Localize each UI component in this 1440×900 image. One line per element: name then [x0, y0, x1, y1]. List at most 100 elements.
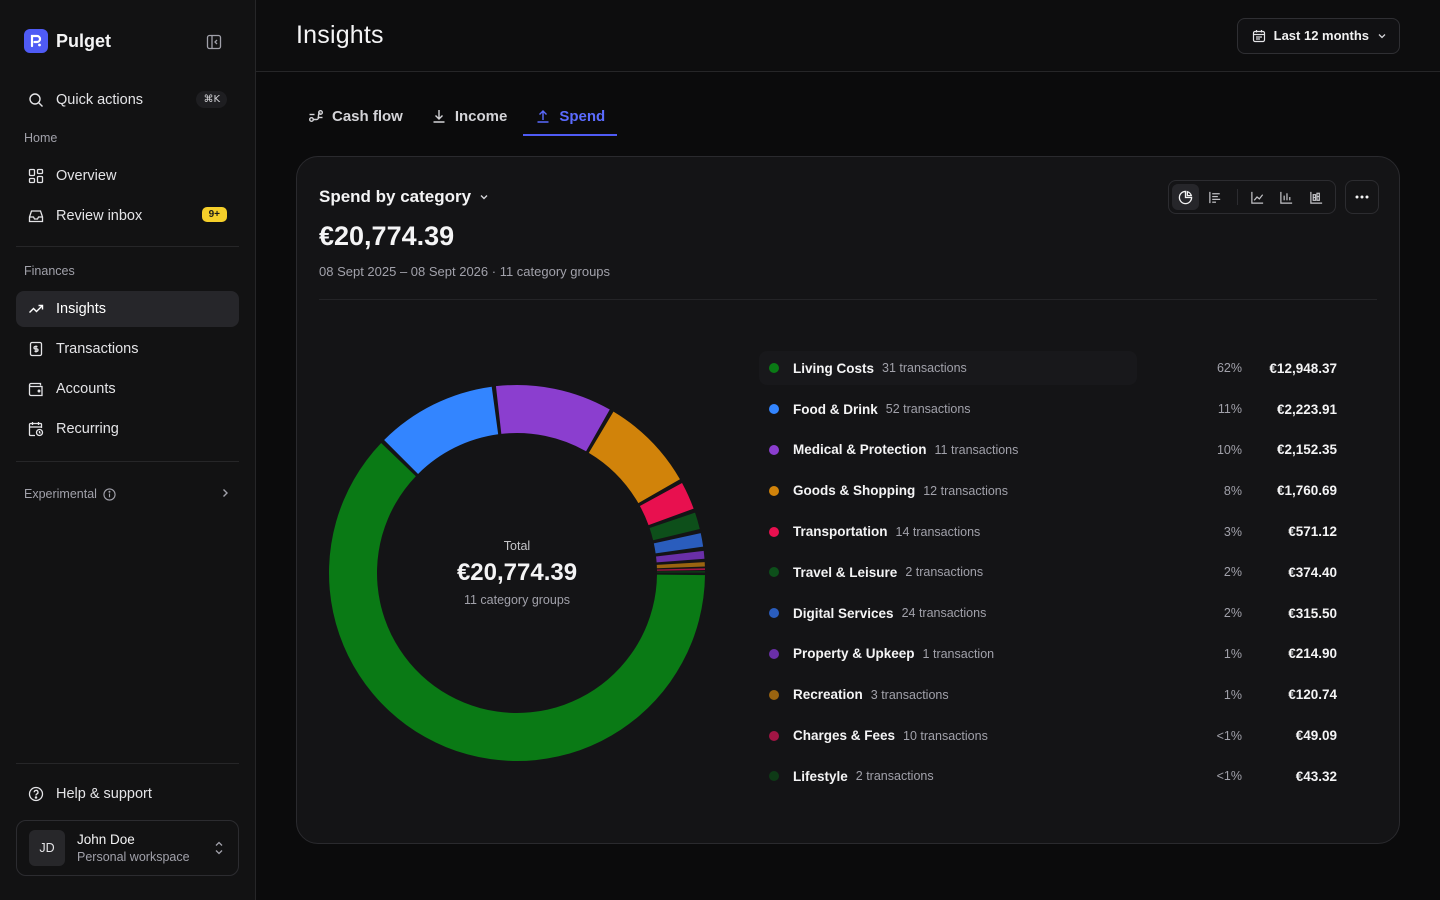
bar-list-button[interactable] [1201, 184, 1228, 210]
legend-category-name: Charges & Fees [793, 728, 896, 744]
legend-percentage: <1% [1216, 728, 1242, 743]
legend-color-dot [769, 730, 779, 741]
donut-total-sub: 11 category groups [463, 593, 571, 607]
divider [16, 246, 239, 247]
donut-center: Total €20,774.39 11 category groups [327, 383, 707, 763]
trending-up-icon [28, 301, 44, 317]
workspace-switcher[interactable]: JD John Doe Personal workspace [16, 820, 239, 876]
sidebar-item-recurring[interactable]: Recurring [16, 411, 239, 447]
section-label-finances: Finances [24, 264, 75, 278]
legend-amount: €214.90 [1288, 646, 1337, 662]
sidebar-item-label: Review inbox [56, 208, 143, 224]
sidebar-footer: Help & support JD John Doe Personal work… [16, 763, 239, 876]
legend-color-dot [769, 689, 779, 700]
experimental-toggle[interactable]: Experimental [16, 480, 239, 508]
quick-actions-button[interactable]: Quick actions ⌘K [16, 82, 239, 118]
legend-row[interactable]: Property & Upkeep 1 transaction 1% €214.90 [759, 634, 1379, 675]
sidebar-item-label: Accounts [56, 381, 116, 397]
donut-slice-travel-leisure[interactable] [649, 512, 700, 541]
donut-chart-button[interactable] [1172, 184, 1200, 210]
calendar-icon [1252, 29, 1266, 43]
brand[interactable]: Pulget [16, 0, 239, 82]
legend-amount: €120.74 [1288, 687, 1337, 703]
receipt-icon [28, 341, 44, 357]
legend-row[interactable]: Medical & Protection 11 transactions 10% €2… [759, 430, 1379, 471]
donut-slice-lifestyle[interactable] [656, 570, 705, 573]
legend-color-dot [769, 363, 779, 374]
legend-category-name: Lifestyle [793, 768, 848, 784]
pie-chart-icon [1178, 190, 1193, 205]
legend-color-dot [769, 771, 779, 782]
wallet-icon [28, 381, 44, 397]
legend-row[interactable]: Charges & Fees 10 transactions <1% €49.09 [759, 715, 1379, 756]
user-name: John Doe [77, 832, 135, 847]
chevron-right-icon [219, 487, 231, 502]
stacked-bar-button[interactable] [1303, 184, 1330, 210]
line-chart-button[interactable] [1244, 184, 1271, 210]
legend-amount: €2,152.35 [1276, 442, 1337, 458]
legend-row[interactable]: Lifestyle 2 transactions <1% €43.32 [759, 756, 1379, 797]
stacked-bar-chart-icon [1309, 190, 1324, 205]
tab-label: Income [454, 107, 508, 125]
donut-slice-digital-services[interactable] [653, 533, 704, 554]
shortcut-badge: ⌘K [196, 91, 227, 108]
legend-row[interactable]: Digital Services 24 transactions 2% €315.50 [759, 593, 1379, 634]
brand-name: Pulget [56, 30, 112, 51]
sidebar-item-accounts[interactable]: Accounts [16, 371, 239, 407]
legend-row[interactable]: Transportation 14 transactions 3% €571.12 [759, 511, 1379, 552]
legend-transaction-count: 24 transactions [901, 606, 987, 621]
legend-percentage: 62% [1216, 361, 1242, 376]
legend-row[interactable]: Recreation 3 transactions 1% €120.74 [759, 674, 1379, 715]
donut-slice-property-upkeep[interactable] [656, 550, 705, 563]
legend-percentage: 1% [1223, 646, 1242, 661]
help-label: Help & support [56, 786, 152, 802]
bar-chart-button[interactable] [1273, 184, 1300, 210]
more-options-button[interactable] [1345, 180, 1379, 214]
page-title: Insights [296, 21, 384, 49]
donut-slice-charges-fees[interactable] [656, 568, 705, 571]
date-range-dropdown[interactable]: Last 12 months [1236, 17, 1400, 54]
legend-transaction-count: 31 transactions [882, 361, 967, 376]
info-icon [103, 487, 116, 501]
legend-category-name: Medical & Protection [793, 442, 927, 458]
collapse-sidebar-icon[interactable] [204, 32, 224, 52]
tab-spend[interactable]: Spend [523, 96, 618, 136]
sidebar-item-overview[interactable]: Overview [16, 158, 239, 194]
sidebar-item-transactions[interactable]: Transactions [16, 331, 239, 367]
legend-row[interactable]: Goods & Shopping 12 transactions 8% €1,760.… [759, 470, 1379, 511]
line-chart-icon [1250, 190, 1265, 205]
donut-slice-food-drink[interactable] [384, 386, 499, 474]
legend-row[interactable]: Travel & Leisure 2 transactions 2% €374.40 [759, 552, 1379, 593]
legend-amount: €315.50 [1288, 605, 1337, 621]
donut-slice-transportation[interactable] [639, 482, 694, 526]
quick-actions-label: Quick actions [56, 92, 144, 108]
legend-category-name: Goods & Shopping [793, 483, 916, 499]
legend-category-name: Digital Services [793, 605, 894, 621]
insights-tabs: Cash flow Income Spend [256, 96, 1440, 136]
legend-color-dot [769, 567, 779, 578]
more-horizontal-icon [1355, 195, 1369, 199]
spend-by-category-card: Spend by category €20,774.39 08 Sept 202… [296, 156, 1400, 844]
period-summary: 08 Sept 2025 – 08 Sept 2026 · 11 categor… [319, 264, 611, 279]
donut-chart: Total €20,774.39 11 category groups [327, 383, 707, 763]
legend-transaction-count: 2 transactions [905, 565, 984, 580]
donut-slice-goods-shopping[interactable] [588, 411, 680, 504]
divider [16, 461, 239, 462]
inbox-icon [28, 208, 44, 224]
sidebar-item-insights[interactable]: Insights [16, 291, 239, 327]
legend-transaction-count: 12 transactions [923, 483, 1009, 498]
tab-label: Spend [559, 107, 606, 125]
donut-slice-recreation[interactable] [656, 562, 705, 569]
tab-cash-flow[interactable]: Cash flow [296, 96, 415, 136]
legend-row[interactable]: Food & Drink 52 transactions 11% €2,223.91 [759, 389, 1379, 430]
tab-income[interactable]: Income [419, 96, 520, 136]
legend-percentage: 1% [1223, 687, 1242, 702]
help-support-button[interactable]: Help & support [16, 776, 239, 812]
search-icon [28, 92, 44, 108]
legend-transaction-count: 11 transactions [934, 442, 1019, 457]
legend-row[interactable]: Living Costs 31 transactions 62% €12,948.37 [759, 348, 1379, 389]
chart-selector[interactable]: Spend by category [319, 187, 610, 207]
donut-slice-medical-protection[interactable] [495, 385, 610, 452]
donut-slice-living-costs[interactable] [329, 443, 705, 761]
sidebar-item-review-inbox[interactable]: Review inbox 9+ [16, 198, 239, 234]
